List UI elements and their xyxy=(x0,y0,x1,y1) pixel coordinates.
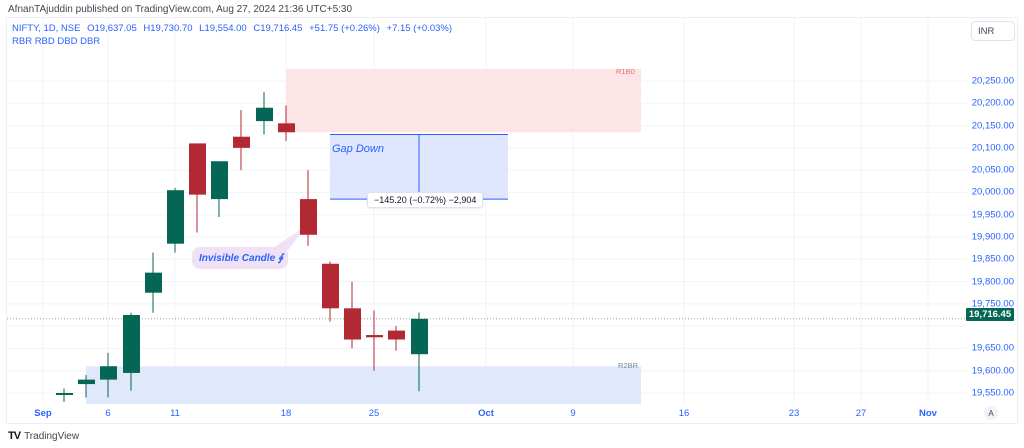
candle-down xyxy=(278,123,295,133)
candle-up xyxy=(167,190,184,244)
candle-down xyxy=(300,199,317,235)
price-label: 19,550.00 xyxy=(971,387,1014,399)
chart-legend: NIFTY, 1D, NSE O19,637.05 H19,730.70 L19… xyxy=(12,22,456,48)
legend-open: O19,637.05 xyxy=(87,23,137,34)
candle-up xyxy=(411,318,428,355)
price-label: 19,650.00 xyxy=(971,342,1014,354)
gap-down-label: Gap Down xyxy=(332,143,384,155)
candle-up xyxy=(56,393,73,395)
candle-down xyxy=(344,308,361,340)
time-axis[interactable]: Sep 6 11 18 25 Oct 9 16 23 27 Nov xyxy=(6,405,966,424)
supply-zone-label: R1B0 xyxy=(616,67,635,76)
candle-down xyxy=(388,330,405,340)
time-label: 18 xyxy=(280,408,292,419)
supply-zone xyxy=(286,69,641,133)
legend-change-2: +7.15 (+0.03%) xyxy=(386,23,453,34)
invisible-candle-callout[interactable]: Invisible Candle ∮ xyxy=(192,247,288,269)
price-label: 19,950.00 xyxy=(971,209,1014,221)
price-label: 19,800.00 xyxy=(971,276,1014,288)
price-label: 20,150.00 xyxy=(971,120,1014,132)
legend-change: +51.75 (+0.26%) xyxy=(309,23,380,34)
legend-symbol[interactable]: NIFTY, 1D, NSE xyxy=(12,23,81,34)
tradingview-brand[interactable]: TV TradingView xyxy=(8,430,79,442)
time-label: 16 xyxy=(678,408,690,419)
price-label: 19,900.00 xyxy=(971,231,1014,243)
price-axis[interactable]: 20,250.00 20,200.00 20,150.00 20,100.00 20,0… xyxy=(966,17,1018,405)
candle-up xyxy=(211,161,228,200)
time-label: Oct xyxy=(478,408,494,419)
time-label: 23 xyxy=(788,408,800,419)
candle-down xyxy=(322,263,339,309)
currency-button[interactable]: INR xyxy=(971,21,1015,41)
candle-up xyxy=(145,272,162,293)
measure-tooltip: −145.20 (−0.72%) −2,904 xyxy=(367,192,484,208)
chart-frame xyxy=(6,17,1018,424)
price-label: 20,050.00 xyxy=(971,164,1014,176)
brand-name: TradingView xyxy=(24,430,80,442)
tradingview-logo-icon: TV xyxy=(8,430,21,442)
candle-up xyxy=(78,379,95,385)
legend-indicator[interactable]: RBR RBD DBD DBR xyxy=(12,36,101,47)
demand-zone-label: R2BR xyxy=(618,361,639,370)
price-label: 20,100.00 xyxy=(971,142,1014,154)
legend-close: C19,716.45 xyxy=(253,23,303,34)
auto-scale-button[interactable]: A xyxy=(984,406,998,420)
candle-down xyxy=(189,143,206,195)
price-label: 19,850.00 xyxy=(971,253,1014,265)
candle-down xyxy=(366,335,383,338)
candle-up xyxy=(100,366,117,380)
candle-down xyxy=(233,136,250,148)
candle-up xyxy=(123,315,140,373)
demand-zone xyxy=(86,366,641,404)
time-label: Sep xyxy=(34,408,52,419)
price-label: 20,000.00 xyxy=(971,186,1014,198)
legend-high: H19,730.70 xyxy=(143,23,193,34)
publisher-line: AfnanTAjuddin published on TradingView.c… xyxy=(8,4,353,15)
last-price-badge: 19,716.45 xyxy=(966,308,1014,321)
time-label: 27 xyxy=(855,408,867,419)
time-label: 11 xyxy=(170,408,180,419)
time-label: 25 xyxy=(368,408,380,419)
time-label: 9 xyxy=(570,408,576,419)
price-label: 20,200.00 xyxy=(971,97,1014,109)
time-label: 6 xyxy=(105,408,111,419)
price-label: 19,600.00 xyxy=(971,365,1014,377)
price-label: 19,750.00 xyxy=(971,298,1014,310)
candle-up xyxy=(256,107,273,122)
legend-low: L19,554.00 xyxy=(199,23,247,34)
callout-pointer xyxy=(270,226,306,250)
price-label: 20,250.00 xyxy=(971,75,1014,87)
time-label: Nov xyxy=(919,408,937,419)
